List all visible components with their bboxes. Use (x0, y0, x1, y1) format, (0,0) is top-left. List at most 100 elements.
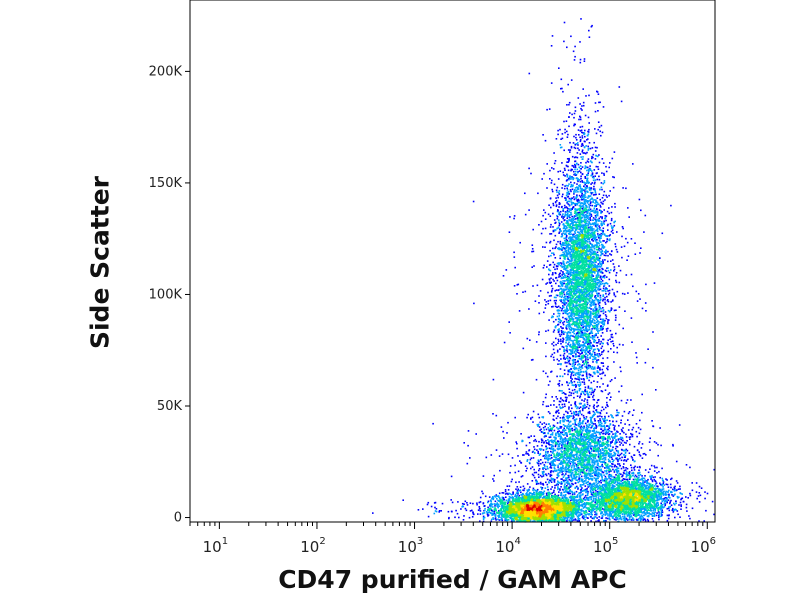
event-dot (632, 285, 634, 288)
event-dot (555, 296, 557, 299)
event-dot (583, 283, 586, 286)
event-dot (590, 280, 593, 283)
event-dot (572, 331, 574, 333)
event-dot (568, 382, 571, 384)
event-dot (576, 250, 579, 252)
event-dot (583, 322, 586, 325)
event-dot (530, 172, 532, 175)
event-dot (585, 366, 588, 368)
event-dot (585, 182, 588, 185)
event-dot (531, 266, 533, 268)
event-dot (573, 170, 575, 173)
event-dot (551, 190, 554, 193)
event-dot (552, 344, 555, 347)
event-dot (572, 50, 575, 53)
event-dot (593, 258, 596, 260)
event-dot (559, 282, 562, 285)
event-dot (556, 309, 559, 312)
event-dot (597, 332, 599, 334)
event-dot (547, 291, 549, 294)
event-dot (586, 312, 589, 315)
event-dot (587, 385, 590, 388)
event-dot (564, 232, 566, 235)
event-dot (600, 229, 602, 231)
event-dot (576, 235, 579, 237)
event-dot (565, 184, 568, 187)
event-dot (569, 325, 571, 328)
event-dot (559, 321, 562, 324)
event-dot (622, 227, 624, 230)
event-dot (557, 129, 559, 132)
event-dot (613, 294, 616, 296)
event-dot (593, 351, 596, 354)
event-dot (555, 246, 557, 248)
event-dot (584, 388, 587, 391)
event-dot (549, 299, 552, 302)
event-dot (600, 235, 603, 237)
event-dot (620, 246, 623, 248)
event-dot (597, 365, 599, 368)
event-dot (591, 295, 593, 298)
event-dot (552, 331, 555, 333)
event-dot (553, 352, 556, 354)
event-dot (567, 296, 570, 298)
event-dot (564, 362, 567, 364)
event-dot (583, 332, 585, 334)
event-dot (573, 191, 575, 194)
event-dot (576, 341, 578, 343)
event-dot (556, 199, 558, 202)
event-dot (597, 287, 599, 290)
event-dot (580, 296, 583, 299)
event-dot (558, 190, 561, 192)
event-dot (576, 202, 579, 205)
event-dot (550, 277, 552, 279)
event-dot (601, 217, 603, 220)
event-dot (595, 361, 598, 363)
event-dot (587, 138, 589, 140)
event-dot (581, 349, 584, 351)
event-dot (585, 364, 588, 366)
event-dot (584, 245, 586, 248)
event-dot (586, 333, 588, 336)
event-dot (587, 263, 590, 266)
event-dot (562, 227, 565, 230)
event-dot (577, 177, 579, 180)
event-dot (589, 352, 591, 354)
event-dot (589, 262, 591, 264)
event-dot (580, 177, 582, 180)
event-dot (558, 193, 561, 195)
event-dot (570, 168, 573, 171)
event-dot (542, 403, 544, 406)
event-dot (586, 313, 589, 316)
event-dot (584, 325, 587, 328)
event-dot (558, 360, 560, 362)
event-dot (578, 239, 581, 242)
event-dot (579, 153, 582, 155)
event-dot (577, 171, 579, 174)
event-dot (570, 181, 572, 184)
event-dot (575, 378, 578, 380)
event-dot (560, 243, 562, 246)
event-dot (619, 366, 622, 369)
event-dot (611, 259, 614, 261)
event-dot (615, 248, 618, 251)
event-dot (599, 369, 601, 371)
event-dot (610, 250, 613, 253)
event-dot (586, 238, 589, 240)
event-dot (558, 317, 560, 320)
event-dot (573, 253, 576, 255)
event-dot (574, 263, 576, 265)
event-dot (574, 294, 577, 296)
event-dot (557, 309, 559, 311)
event-dot (551, 287, 554, 290)
event-dot (610, 254, 613, 256)
event-dot (587, 361, 589, 364)
event-dot (569, 320, 572, 322)
event-dot (579, 118, 582, 121)
event-dot (589, 226, 592, 228)
event-dot (593, 260, 596, 262)
event-dot (556, 351, 559, 353)
event-dot (598, 228, 601, 231)
event-dot (550, 355, 552, 358)
event-dot (574, 347, 577, 349)
